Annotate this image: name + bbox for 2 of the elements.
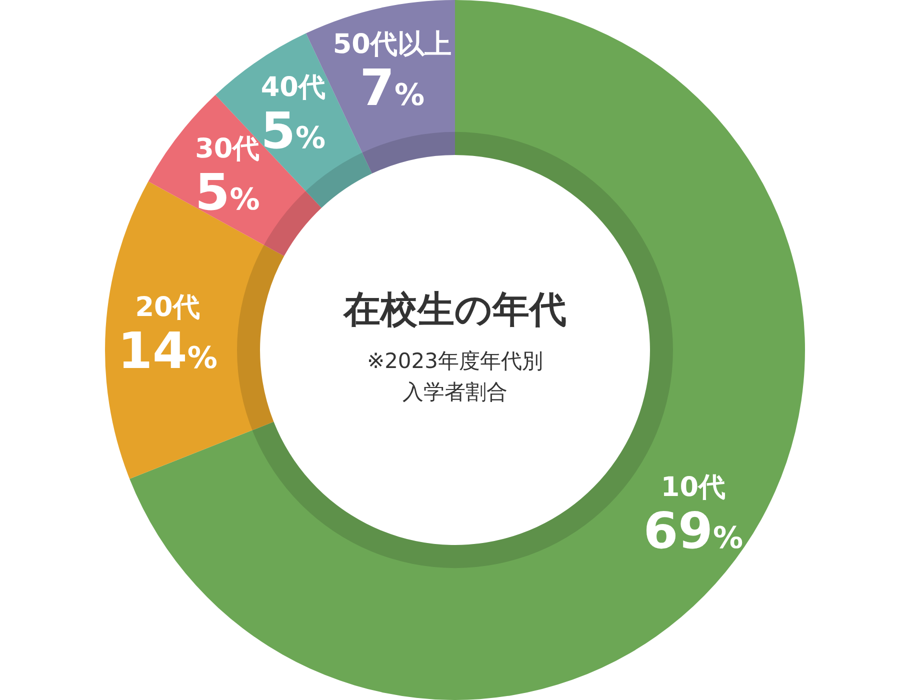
subtitle: ※2023年度年代別入学者割合 xyxy=(366,348,544,406)
title: 在校生の年代 xyxy=(344,288,566,331)
